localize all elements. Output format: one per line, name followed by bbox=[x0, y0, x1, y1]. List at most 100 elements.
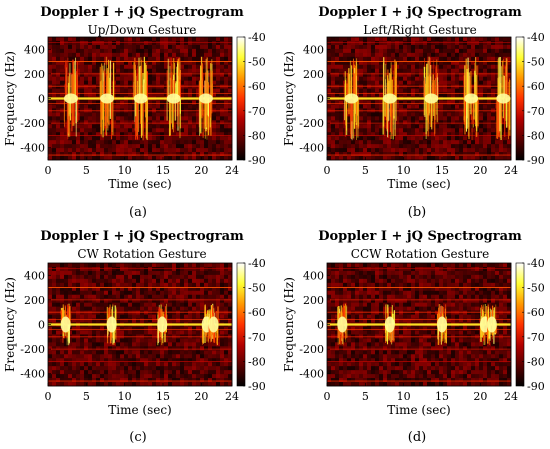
colorbar-tick-label: -60 bbox=[527, 80, 545, 93]
x-tick-label: 5 bbox=[362, 164, 369, 177]
x-tick-label: 10 bbox=[397, 390, 411, 403]
y-tick-label: -200 bbox=[299, 343, 324, 356]
panel-subtitle: CW Rotation Gesture bbox=[77, 247, 206, 261]
gesture-burst bbox=[337, 303, 348, 346]
gesture-burst bbox=[496, 57, 511, 140]
gesture-burst bbox=[463, 57, 479, 141]
panel-a: Doppler I + jQ Spectrogram Up/Down Gestur… bbox=[3, 5, 266, 220]
panel-d: Doppler I + jQ Spectrogram CCW Rotation G… bbox=[282, 229, 545, 445]
x-tick-label: 24 bbox=[225, 164, 239, 177]
y-tick-label: 0 bbox=[38, 319, 45, 332]
y-tick-label: -400 bbox=[299, 368, 324, 381]
y-tick-label: 400 bbox=[24, 269, 45, 282]
y-tick-label: -400 bbox=[20, 142, 45, 155]
panel-subtitle: Left/Right Gesture bbox=[363, 23, 477, 37]
gesture-burst bbox=[344, 58, 360, 141]
x-tick-label: 20 bbox=[473, 164, 487, 177]
y-tick-label: -200 bbox=[299, 117, 324, 130]
subfigure-label: (d) bbox=[408, 430, 426, 445]
gesture-burst bbox=[133, 56, 149, 141]
colorbar-tick-label: -50 bbox=[248, 282, 266, 295]
x-tick-label: 0 bbox=[324, 390, 331, 403]
panel-title: Doppler I + jQ Spectrogram bbox=[40, 229, 244, 244]
gesture-bursts bbox=[60, 303, 219, 346]
x-tick-label: 24 bbox=[504, 164, 518, 177]
colorbar-tick-label: -50 bbox=[248, 56, 266, 69]
gesture-burst bbox=[436, 304, 447, 345]
gesture-burst bbox=[208, 303, 219, 346]
gesture-burst bbox=[384, 304, 396, 345]
y-tick-label: 0 bbox=[38, 93, 45, 106]
x-tick-label: 5 bbox=[362, 390, 369, 403]
x-axis-label: Time (sec) bbox=[108, 177, 171, 191]
x-tick-label: 20 bbox=[473, 390, 487, 403]
x-axis-label: Time (sec) bbox=[387, 403, 450, 417]
gesture-bursts bbox=[63, 56, 213, 141]
subfigure-label: (b) bbox=[408, 205, 426, 220]
x-tick-label: 5 bbox=[83, 390, 90, 403]
panel-title: Doppler I + jQ Spectrogram bbox=[318, 5, 522, 20]
x-tick-label: 24 bbox=[504, 390, 518, 403]
x-tick-label: 15 bbox=[156, 390, 170, 403]
colorbar-tick-label: -80 bbox=[527, 129, 545, 142]
gesture-burst bbox=[382, 57, 397, 140]
colorbar-tick-label: -40 bbox=[248, 31, 266, 44]
x-tick-label: 24 bbox=[225, 390, 239, 403]
gesture-burst bbox=[60, 303, 71, 346]
y-tick-label: 200 bbox=[24, 68, 45, 81]
panel-subtitle: Up/Down Gesture bbox=[88, 23, 197, 37]
tonal-lines bbox=[48, 268, 232, 382]
y-axis-label: Frequency (Hz) bbox=[3, 51, 17, 146]
colorbar-tick-label: -50 bbox=[527, 282, 545, 295]
x-tick-label: 10 bbox=[118, 390, 132, 403]
colorbar-tick-label: -90 bbox=[527, 154, 545, 167]
x-tick-label: 15 bbox=[435, 164, 449, 177]
x-tick-label: 0 bbox=[324, 164, 331, 177]
colorbar bbox=[236, 36, 246, 161]
y-tick-label: 0 bbox=[317, 319, 324, 332]
gesture-burst bbox=[63, 57, 79, 140]
subfigure-label: (c) bbox=[129, 430, 146, 445]
gesture-burst bbox=[106, 304, 117, 345]
y-tick-label: 200 bbox=[303, 294, 324, 307]
colorbar-tick-label: -40 bbox=[248, 257, 266, 270]
gesture-burst bbox=[166, 57, 181, 139]
colorbar-tick-label: -90 bbox=[248, 380, 266, 393]
colorbar bbox=[515, 36, 525, 161]
colorbar-tick-label: -80 bbox=[248, 129, 266, 142]
x-tick-label: 20 bbox=[194, 390, 208, 403]
colorbar-tick-label: -60 bbox=[248, 80, 266, 93]
gesture-burst bbox=[157, 303, 168, 346]
y-axis-label: Frequency (Hz) bbox=[282, 277, 296, 372]
y-tick-label: 400 bbox=[303, 43, 324, 56]
x-axis-label: Time (sec) bbox=[108, 403, 171, 417]
x-axis-label: Time (sec) bbox=[387, 177, 450, 191]
y-tick-label: -400 bbox=[299, 142, 324, 155]
colorbar-tick-label: -70 bbox=[248, 105, 266, 118]
panel-title: Doppler I + jQ Spectrogram bbox=[40, 5, 244, 20]
colorbar-tick-label: -80 bbox=[527, 355, 545, 368]
colorbar-tick-label: -80 bbox=[248, 355, 266, 368]
gesture-bursts bbox=[337, 303, 498, 346]
x-tick-label: 5 bbox=[83, 164, 90, 177]
x-tick-label: 15 bbox=[156, 164, 170, 177]
panel-subtitle: CCW Rotation Gesture bbox=[351, 247, 489, 261]
colorbar-tick-label: -70 bbox=[527, 105, 545, 118]
x-tick-label: 10 bbox=[118, 164, 132, 177]
y-tick-label: -200 bbox=[20, 117, 45, 130]
x-tick-label: 10 bbox=[397, 164, 411, 177]
colorbar-tick-label: -70 bbox=[527, 331, 545, 344]
x-tick-label: 15 bbox=[435, 390, 449, 403]
x-tick-label: 0 bbox=[45, 390, 52, 403]
y-axis-label: Frequency (Hz) bbox=[3, 277, 17, 372]
y-tick-label: -200 bbox=[20, 343, 45, 356]
y-tick-label: 0 bbox=[317, 93, 324, 106]
y-axis-label: Frequency (Hz) bbox=[282, 51, 296, 146]
colorbar-tick-label: -90 bbox=[248, 154, 266, 167]
gesture-bursts bbox=[344, 56, 511, 141]
spectrogram-noise bbox=[327, 263, 512, 387]
y-tick-label: 200 bbox=[303, 68, 324, 81]
y-tick-label: 200 bbox=[24, 294, 45, 307]
colorbar-tick-label: -90 bbox=[527, 380, 545, 393]
